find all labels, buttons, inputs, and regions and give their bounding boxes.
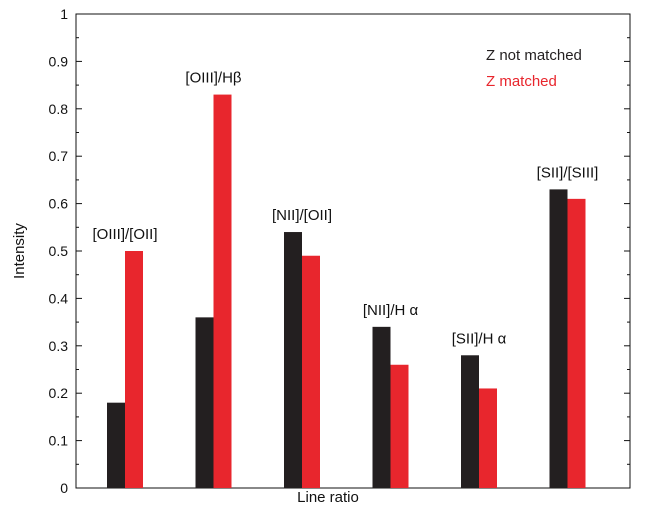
bar-not-matched <box>107 402 125 488</box>
bar-matched <box>390 364 409 488</box>
bar-not-matched <box>461 355 479 488</box>
bar-not-matched <box>284 232 302 488</box>
group-labels: [OIII]/[OII] [OIII]/Hβ [NII]/[OII] [NII]/H … <box>92 70 598 348</box>
bars <box>107 94 586 489</box>
y-tick-label: 1 <box>60 6 68 22</box>
bar-matched <box>302 255 320 488</box>
category-label: [NII]/H α <box>363 302 419 319</box>
legend-item-matched: Z matched <box>486 73 557 90</box>
category-label: [NII]/[OII] <box>272 207 332 224</box>
category-label: [SII]/[SIII] <box>537 164 599 181</box>
y-axis-label: Intensity <box>11 223 28 279</box>
legend-item-not-matched: Z not matched <box>486 47 582 64</box>
x-axis-label: Line ratio <box>297 489 359 505</box>
y-tick-label: 0.9 <box>49 53 69 69</box>
y-tick-label: 0.5 <box>49 243 69 259</box>
y-tick-label: 0.8 <box>49 101 69 117</box>
y-tick-label: 0 <box>60 480 68 496</box>
y-tick-label: 0.4 <box>49 290 69 306</box>
bar-not-matched <box>195 317 214 488</box>
y-tick-label: 0.2 <box>49 385 69 401</box>
y-tick-label: 0.3 <box>49 338 69 354</box>
bar-not-matched <box>372 326 391 488</box>
bar-matched <box>479 388 497 488</box>
y-tick-label: 0.1 <box>49 433 69 449</box>
category-label: [SII]/H α <box>452 330 507 347</box>
y-axis: 0 0.1 0.2 0.3 0.4 0.5 0.6 0.7 0.8 0.9 1 <box>49 6 630 496</box>
category-label: [OIII]/[OII] <box>92 226 157 243</box>
bar-matched <box>567 198 586 489</box>
bar-matched <box>125 251 143 488</box>
category-label: [OIII]/Hβ <box>185 70 242 87</box>
bar-not-matched <box>549 189 568 488</box>
legend: Z not matched Z matched <box>486 47 582 90</box>
y-tick-label: 0.7 <box>49 148 69 164</box>
bar-matched <box>213 94 232 488</box>
y-tick-label: 0.6 <box>49 196 69 212</box>
